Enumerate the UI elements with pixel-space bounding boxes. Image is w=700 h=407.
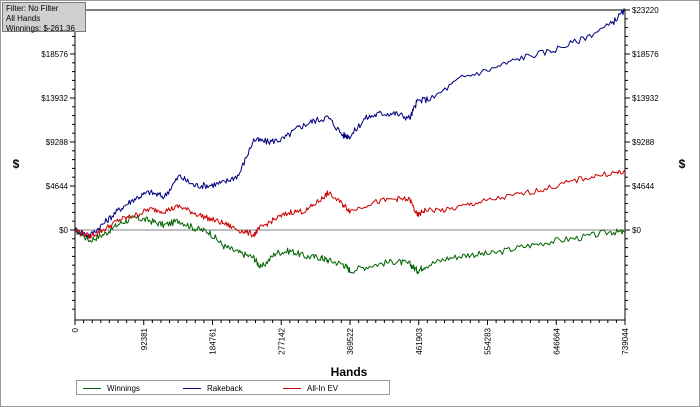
legend-swatch-rakeback	[183, 388, 201, 389]
y-tick-label-left: $18576	[41, 50, 68, 59]
ticks-layer: $0 $0 $4644 $4644 $9288 $9288 $13932 $13932 $185…	[41, 6, 659, 355]
y-axis-label-left: $	[13, 157, 20, 171]
filter-info-box: Filter: No Filter All Hands Winnings: $-…	[2, 2, 86, 33]
series-line-winnings	[74, 214, 626, 275]
legend-label-allin-ev: All-In EV	[307, 384, 339, 393]
y-tick-label-right: $4644	[632, 182, 655, 191]
y-tick-label-left: $4644	[46, 182, 69, 191]
legend-label-winnings: Winnings	[107, 384, 140, 393]
x-tick-label: 646664	[552, 327, 561, 354]
x-tick-label: 461903	[415, 327, 424, 354]
plot-area	[74, 9, 626, 321]
filter-label: Filter: No Filter	[6, 4, 59, 13]
x-tick-label: 277142	[277, 327, 286, 354]
legend-swatch-allin-ev	[283, 388, 301, 389]
x-tick-label: 739044	[621, 327, 630, 354]
y-tick-label-right: $13932	[632, 94, 659, 103]
series-layer	[74, 8, 626, 275]
x-tick-label: 554283	[484, 327, 493, 354]
x-tick-label: 369522	[346, 327, 355, 354]
y-tick-label-right: $0	[632, 226, 641, 235]
winnings-total-label: Winnings: $-261.36	[6, 24, 75, 33]
y-tick-label-left: $13932	[41, 94, 68, 103]
axes	[74, 9, 626, 321]
y-tick-label-left: $9288	[46, 138, 69, 147]
y-tick-label-right: $23220	[632, 6, 659, 15]
x-tick-label: 184761	[209, 327, 218, 354]
x-axis-label: Hands	[331, 365, 368, 379]
x-tick-label: 92381	[140, 327, 149, 350]
chart-legend: Winnings Rakeback All-In EV	[76, 380, 390, 395]
y-tick-label-left: $0	[59, 226, 68, 235]
legend-swatch-winnings	[83, 388, 101, 389]
series-line-rakeback	[74, 8, 626, 239]
y-tick-label-right: $9288	[632, 138, 655, 147]
legend-label-rakeback: Rakeback	[207, 384, 243, 393]
series-line-all-in-ev	[74, 169, 626, 240]
y-axis-label-right: $	[679, 157, 686, 171]
hands-filter-label: All Hands	[6, 14, 41, 23]
y-tick-label-right: $18576	[632, 50, 659, 59]
x-tick-label: 0	[71, 327, 80, 332]
